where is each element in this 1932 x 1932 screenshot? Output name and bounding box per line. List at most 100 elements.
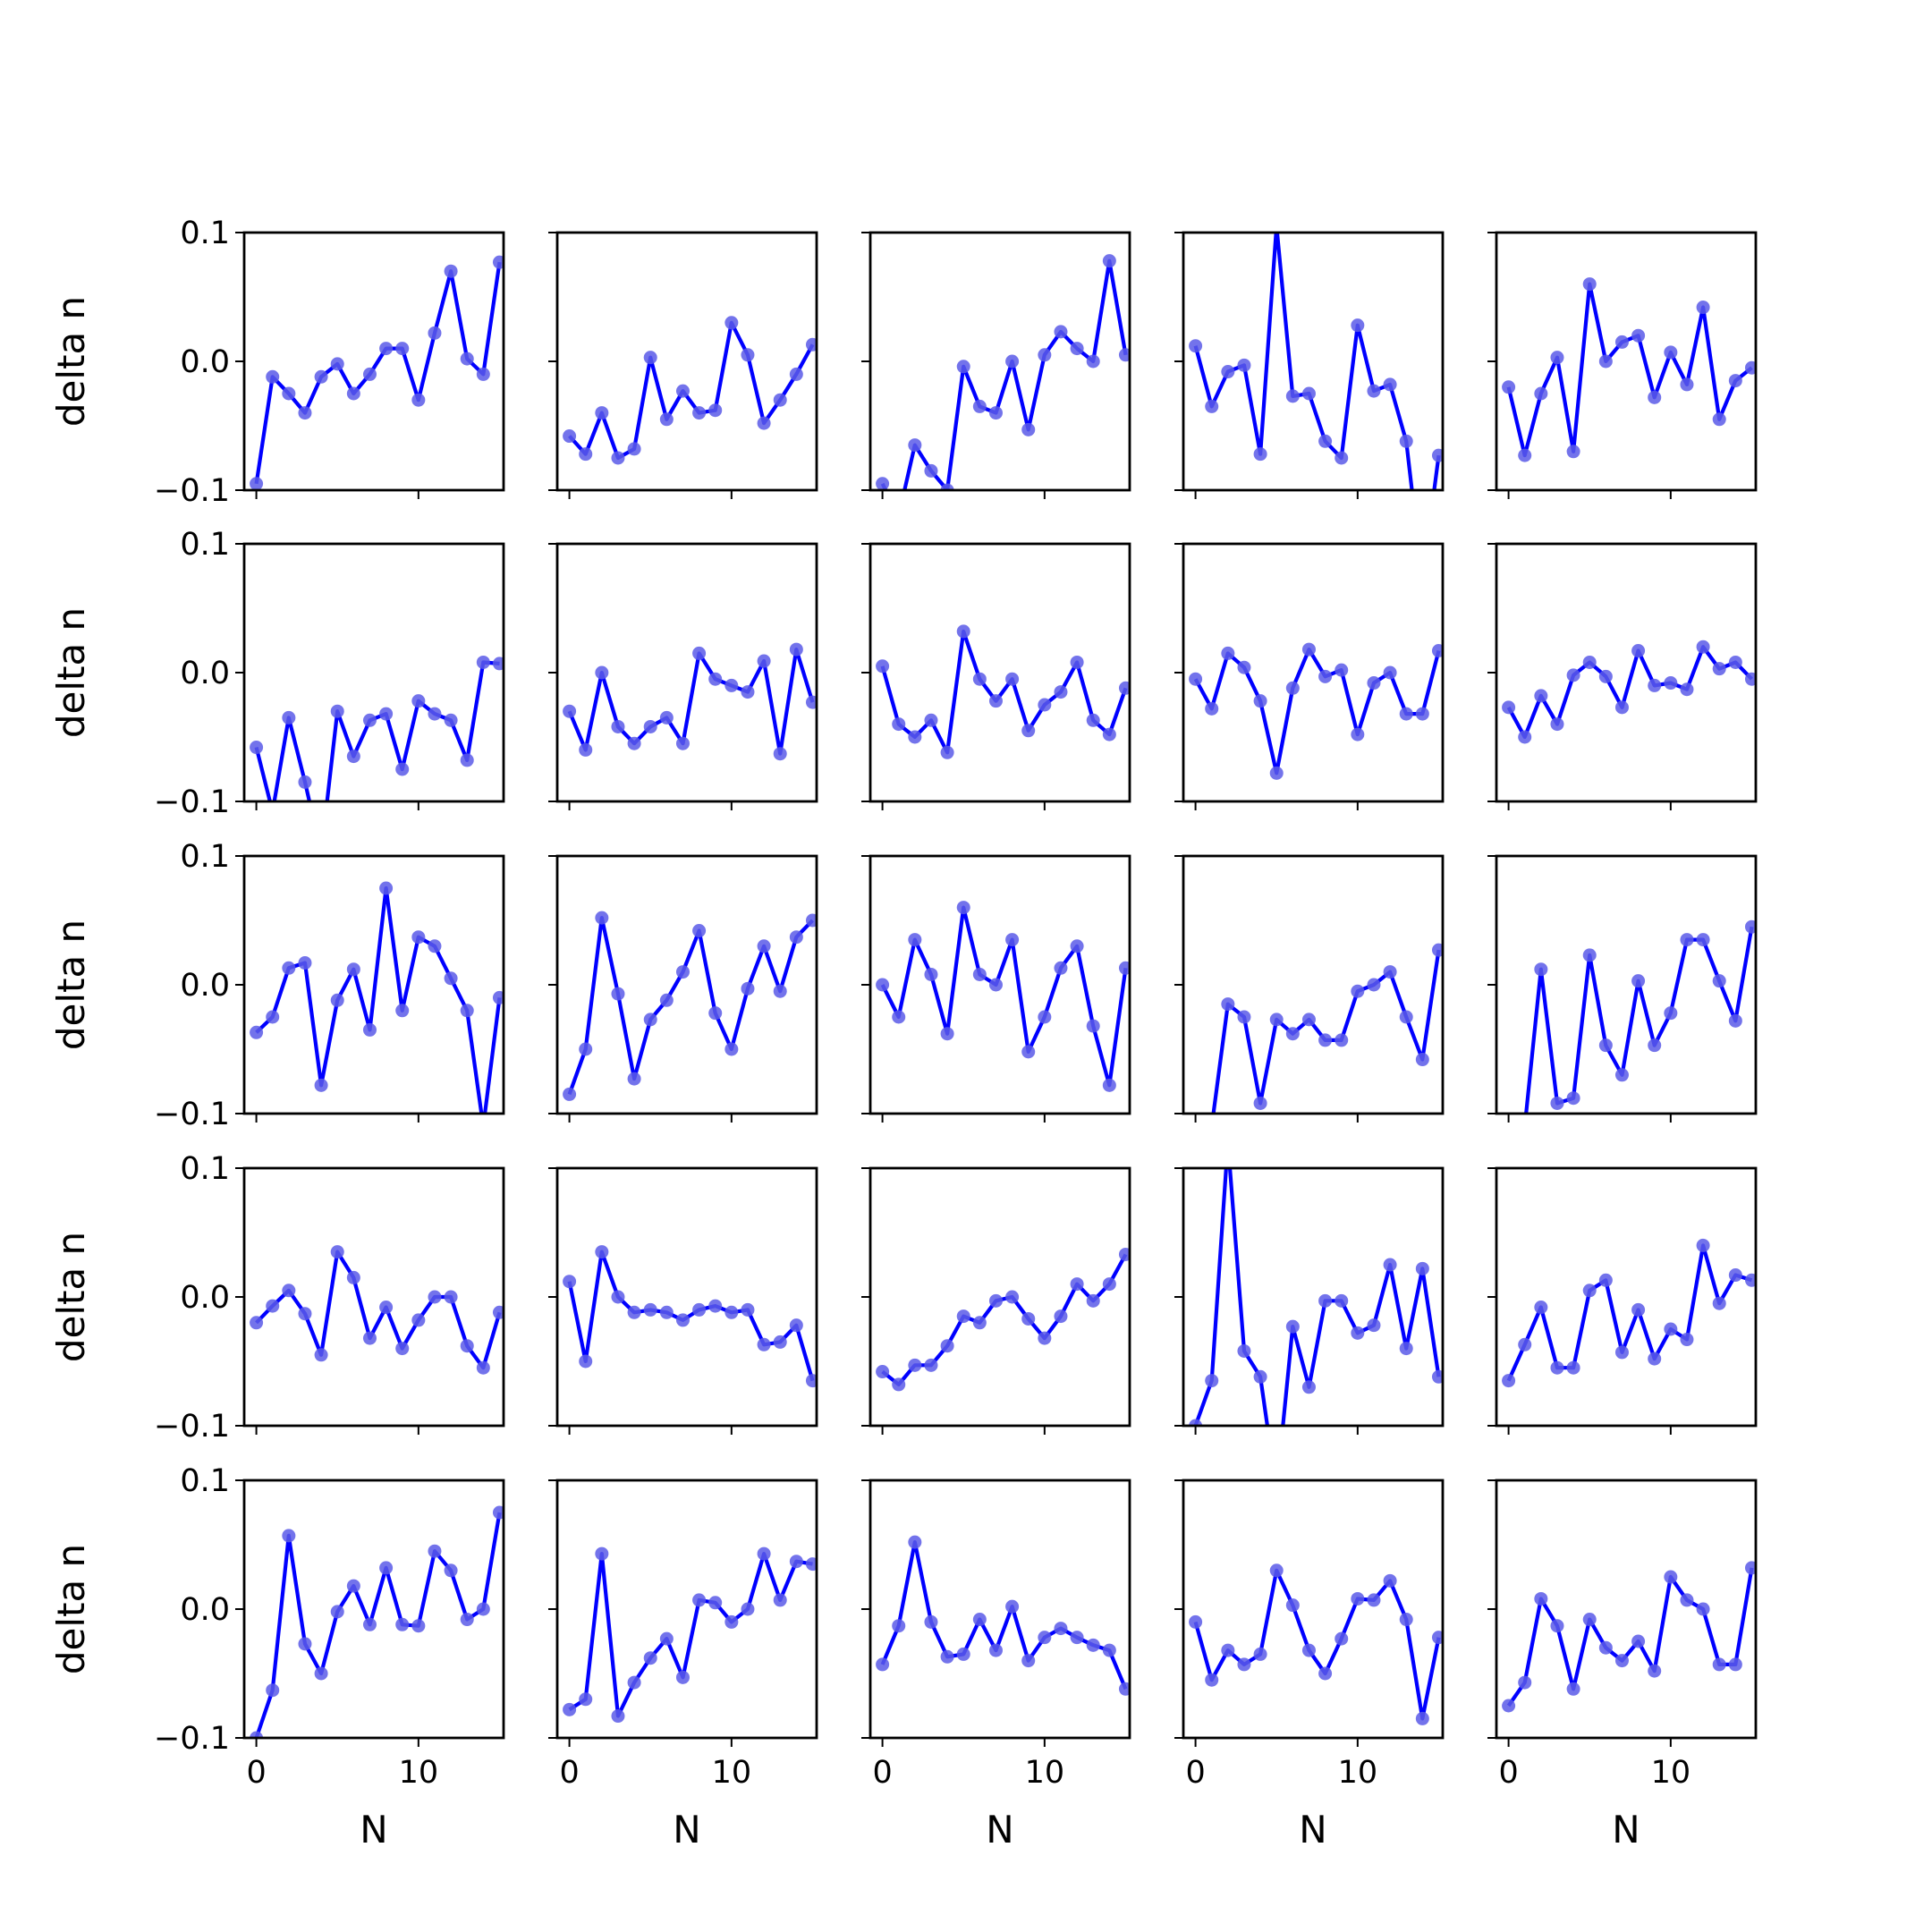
data-point [1367,1593,1381,1607]
data-point [1664,1006,1678,1021]
subplot-r2-c3 [1174,854,1445,1123]
plot-area [1189,233,1443,490]
data-point [346,1270,360,1284]
plot-area [1502,1238,1756,1388]
data-point [1118,961,1130,975]
data-point [724,1042,739,1056]
y-tick-label: 0.1 [180,527,230,563]
data-point [1301,1643,1316,1657]
y-axis-label: delta n [49,1544,93,1674]
data-point [627,736,641,750]
y-tick-label: 0.1 [180,1463,230,1499]
y-tick-label: −0.1 [154,1409,230,1445]
data-point [972,967,987,981]
x-tick-label: 0 [559,1755,579,1791]
data-point [892,1010,906,1024]
data-point [643,1651,657,1665]
data-point [1712,662,1726,676]
data-point [956,1647,970,1661]
data-point [627,1072,641,1086]
data-point [362,1022,377,1037]
plot-area [250,255,504,490]
data-point [444,264,458,278]
data-point [428,707,442,721]
plot-area [876,254,1130,490]
data-point [1399,1010,1413,1024]
data-point [379,342,394,356]
data-point [476,655,490,669]
data-point [924,967,938,981]
data-point [1502,1374,1516,1388]
data-point [924,1614,938,1629]
data-point [1744,1561,1756,1575]
plot-area [563,642,817,761]
data-point [1367,978,1381,992]
data-point [1221,1643,1235,1657]
y-axis-label: delta n [49,919,93,1050]
data-point [1664,345,1678,360]
data-point [724,1614,739,1629]
data-point [1614,1345,1629,1360]
data-point [708,672,723,686]
data-point [1335,1631,1349,1646]
plot-area [1502,277,1756,462]
data-point [659,1305,674,1319]
subplot-r1-c1 [548,542,818,810]
data-point [773,1593,787,1607]
plot-area [563,316,817,465]
data-point [675,736,690,750]
data-point [1102,1277,1116,1292]
data-point [692,406,707,420]
data-point [805,337,817,352]
data-point [1351,984,1365,998]
data-point [1582,1284,1597,1298]
data-point [988,406,1003,420]
data-point [708,1006,723,1021]
data-point [579,1354,593,1368]
data-point [411,393,426,407]
data-point [757,1337,771,1352]
data-point [1696,301,1710,315]
data-point [1383,1573,1397,1588]
data-point [1431,1369,1443,1384]
data-point [1038,1331,1052,1345]
y-tick-label: 0.1 [180,1151,230,1187]
data-point [266,1683,280,1698]
data-point [563,1702,577,1716]
data-point [1614,700,1629,715]
subplot-r0-c0: −0.1 0.0 0.1 delta n [49,216,505,509]
data-point [250,1731,264,1738]
data-point [1518,730,1532,744]
data-point [1253,447,1267,462]
plot-area [876,1247,1130,1392]
series-line [1193,647,1441,775]
data-point [395,1342,410,1356]
y-axis-label: delta n [49,1232,93,1362]
data-point [1696,1602,1710,1616]
data-point [1566,445,1580,459]
data-point [1534,386,1548,401]
data-point [1102,727,1116,741]
data-point [460,1004,474,1018]
data-point [1021,422,1036,436]
plot-area [1502,640,1756,744]
data-point [1301,386,1316,401]
data-point [692,924,707,938]
data-point [1502,380,1516,394]
data-point [1189,339,1203,353]
data-point [988,1643,1003,1657]
data-point [1534,1591,1548,1606]
data-point [346,386,360,401]
data-point [362,367,377,381]
data-point [876,477,890,490]
data-point [1269,766,1284,780]
data-point [675,965,690,979]
data-point [1205,1673,1219,1687]
data-point [1253,1369,1267,1384]
data-point [1518,1337,1532,1352]
data-point [1631,974,1646,988]
data-point [1021,1654,1036,1668]
data-point [563,1275,577,1289]
data-point [595,911,609,925]
data-point [1005,672,1020,686]
